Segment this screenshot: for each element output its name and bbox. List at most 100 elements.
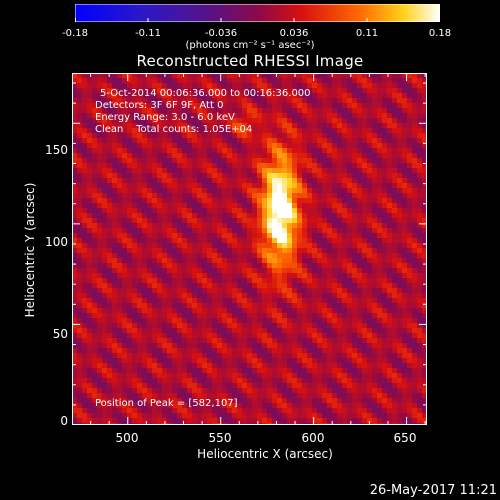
- heatmap-cell: [312, 233, 317, 238]
- heatmap-cell: [412, 83, 417, 88]
- heatmap-cell: [367, 278, 372, 283]
- heatmap-cell: [327, 213, 332, 218]
- heatmap-cell: [287, 418, 292, 423]
- heatmap-cell: [332, 258, 337, 263]
- heatmap-cell: [202, 393, 207, 398]
- heatmap-cell: [417, 183, 422, 188]
- heatmap-cell: [242, 193, 247, 198]
- heatmap-cell: [177, 393, 182, 398]
- heatmap-cell: [87, 198, 92, 203]
- heatmap-cell: [182, 288, 187, 293]
- heatmap-cell: [197, 303, 202, 308]
- heatmap-cell: [362, 173, 367, 178]
- heatmap-cell: [137, 338, 142, 343]
- heatmap-cell: [292, 233, 297, 238]
- heatmap-cell: [277, 143, 282, 148]
- heatmap-cell: [357, 218, 362, 223]
- heatmap-cell: [147, 408, 152, 413]
- heatmap-cell: [192, 283, 197, 288]
- heatmap-cell: [312, 278, 317, 283]
- heatmap-cell: [222, 368, 227, 373]
- heatmap-cell: [402, 273, 407, 278]
- heatmap-cell: [247, 398, 252, 403]
- heatmap-cell: [367, 193, 372, 198]
- heatmap-cell: [142, 203, 147, 208]
- heatmap-cell: [177, 183, 182, 188]
- heatmap-cell: [227, 93, 232, 98]
- heatmap-cell: [237, 413, 242, 418]
- heatmap-cell: [377, 378, 382, 383]
- heatmap-cell: [352, 243, 357, 248]
- heatmap-cell: [172, 318, 177, 323]
- heatmap-cell: [392, 373, 397, 378]
- heatmap-cell: [82, 153, 87, 158]
- heatmap-cell: [252, 213, 257, 218]
- heatmap-cell: [172, 183, 177, 188]
- heatmap-cell: [122, 143, 127, 148]
- heatmap-cell: [417, 198, 422, 203]
- heatmap-cell: [307, 168, 312, 173]
- heatmap-cell: [162, 188, 167, 193]
- heatmap-cell: [322, 413, 327, 418]
- heatmap-cell: [207, 343, 212, 348]
- heatmap-cell: [407, 93, 412, 98]
- heatmap-cell: [222, 93, 227, 98]
- heatmap-cell: [397, 88, 402, 93]
- heatmap-cell: [87, 163, 92, 168]
- heatmap-cell: [417, 373, 422, 378]
- heatmap-cell: [307, 273, 312, 278]
- heatmap-cell: [197, 378, 202, 383]
- heatmap-cell: [102, 228, 107, 233]
- heatmap-cell: [177, 298, 182, 303]
- heatmap-cell: [327, 263, 332, 268]
- heatmap-cell: [277, 418, 282, 423]
- heatmap-cell: [277, 338, 282, 343]
- heatmap-cell: [187, 343, 192, 348]
- heatmap-cell: [292, 98, 297, 103]
- heatmap-cell: [317, 98, 322, 103]
- heatmap-cell: [162, 108, 167, 113]
- heatmap-cell: [327, 173, 332, 178]
- heatmap-cell: [407, 198, 412, 203]
- heatmap-cell: [177, 378, 182, 383]
- heatmap-cell: [372, 313, 377, 318]
- heatmap-cell: [147, 418, 152, 423]
- heatmap-cell: [337, 283, 342, 288]
- heatmap-cell: [222, 143, 227, 148]
- heatmap-cell: [397, 143, 402, 148]
- heatmap-cell: [267, 298, 272, 303]
- heatmap-cell: [227, 213, 232, 218]
- heatmap-cell: [147, 328, 152, 333]
- heatmap-cell: [242, 218, 247, 223]
- heatmap-cell: [182, 283, 187, 288]
- heatmap-cell: [272, 193, 277, 198]
- heatmap-cell: [292, 288, 297, 293]
- heatmap-cell: [317, 78, 322, 83]
- heatmap-cell: [232, 323, 237, 328]
- heatmap-cell: [242, 78, 247, 83]
- heatmap-cell: [137, 163, 142, 168]
- heatmap-cell: [77, 178, 82, 183]
- heatmap-cell: [387, 193, 392, 198]
- heatmap-cell: [367, 128, 372, 133]
- heatmap-cell: [327, 408, 332, 413]
- heatmap-cell: [307, 153, 312, 158]
- heatmap-cell: [262, 418, 267, 423]
- heatmap-cell: [82, 393, 87, 398]
- heatmap-cell: [227, 163, 232, 168]
- heatmap-cell: [282, 388, 287, 393]
- heatmap-cell: [207, 338, 212, 343]
- heatmap-cell: [407, 343, 412, 348]
- heatmap-cell: [312, 368, 317, 373]
- heatmap-cell: [407, 213, 412, 218]
- heatmap-cell: [182, 238, 187, 243]
- heatmap-cell: [377, 228, 382, 233]
- heatmap-cell: [332, 123, 337, 128]
- heatmap-cell: [327, 238, 332, 243]
- heatmap-cell: [307, 308, 312, 313]
- heatmap-cell: [407, 98, 412, 103]
- heatmap-cell: [282, 258, 287, 263]
- heatmap-cell: [357, 78, 362, 83]
- heatmap-cell: [182, 418, 187, 423]
- heatmap-cell: [157, 83, 162, 88]
